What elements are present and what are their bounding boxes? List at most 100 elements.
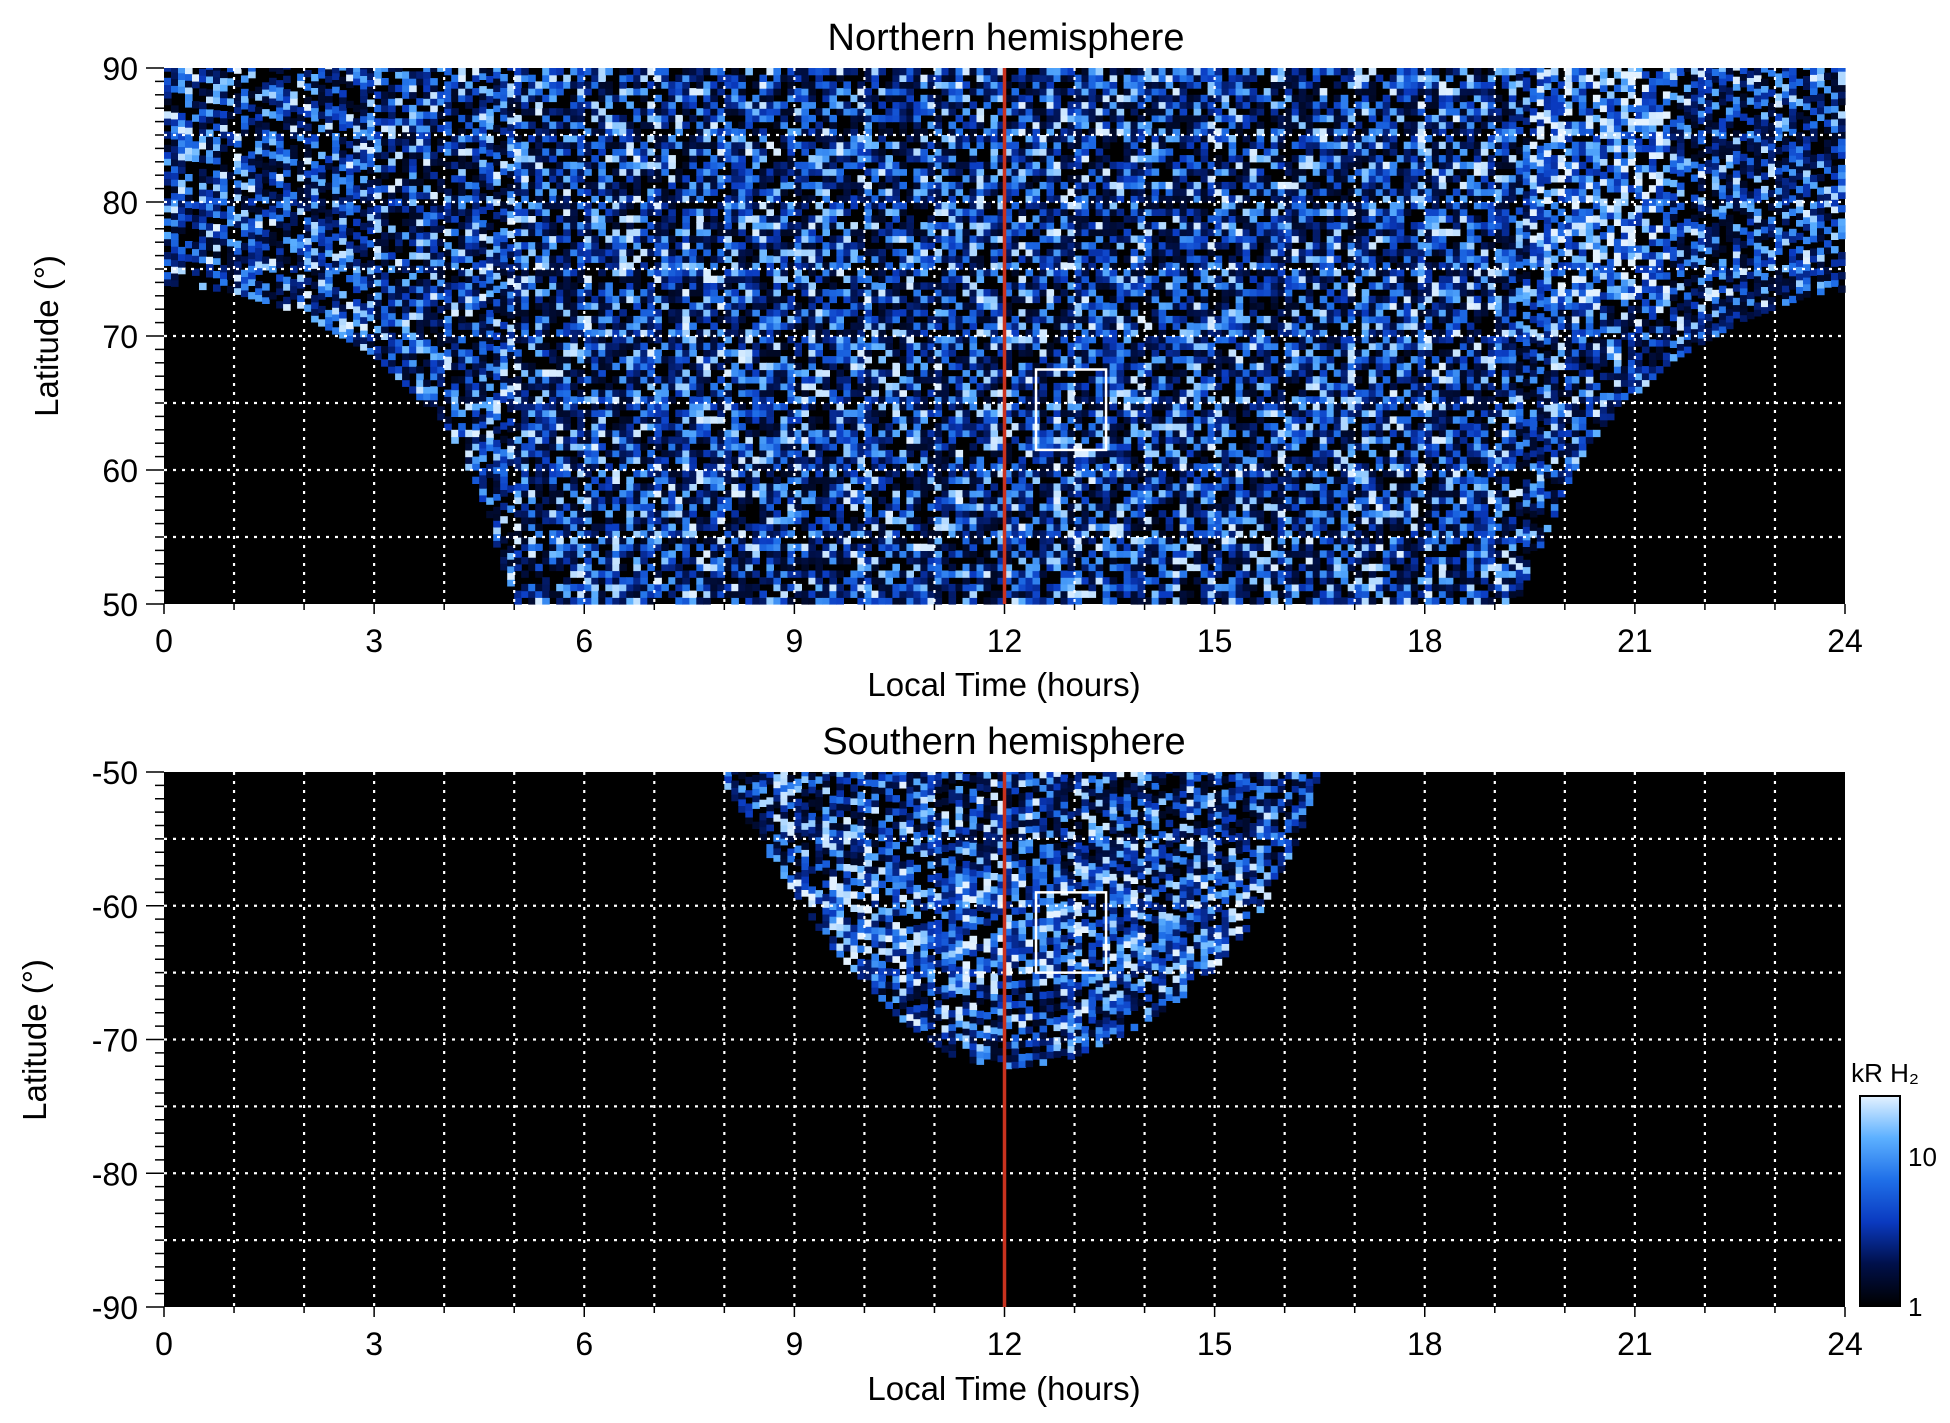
heatmap-cell <box>626 235 634 243</box>
heatmap-cell <box>640 516 648 525</box>
heatmap-cell <box>682 443 690 451</box>
heatmap-cell <box>591 208 599 216</box>
heatmap-cell <box>738 108 746 116</box>
heatmap-cell <box>843 81 851 89</box>
heatmap-cell <box>801 94 809 103</box>
heatmap-cell <box>829 523 837 531</box>
heatmap-cell <box>465 436 473 444</box>
heatmap-cell <box>822 88 830 96</box>
heatmap-cell <box>465 376 473 384</box>
heatmap-cell <box>318 225 326 233</box>
heatmap-cell <box>696 175 704 183</box>
heatmap-cell <box>794 416 802 424</box>
heatmap-cell <box>521 242 529 250</box>
heatmap-cell <box>801 235 809 243</box>
heatmap-cell <box>794 68 802 76</box>
heatmap-cell <box>346 120 354 129</box>
heatmap-cell <box>710 101 718 109</box>
heatmap-cell <box>171 138 179 147</box>
heatmap-cell <box>892 88 900 96</box>
heatmap-cell <box>199 175 207 183</box>
heatmap-cell <box>801 483 809 491</box>
heatmap-cell <box>388 292 396 300</box>
heatmap-cell <box>766 101 774 109</box>
heatmap-cell <box>773 215 781 223</box>
heatmap-cell <box>801 121 809 129</box>
heatmap-cell <box>164 151 172 159</box>
heatmap-cell <box>878 463 886 471</box>
heatmap-cell <box>864 583 872 592</box>
heatmap-cell <box>766 295 774 304</box>
heatmap-cell <box>738 403 746 411</box>
heatmap-cell <box>836 269 844 277</box>
heatmap-cell <box>255 214 263 222</box>
heatmap-cell <box>703 577 711 585</box>
heatmap-cell <box>745 583 753 592</box>
heatmap-cell <box>521 503 529 511</box>
heatmap-cell <box>479 394 487 402</box>
heatmap-cell <box>353 218 361 227</box>
heatmap-cell <box>668 269 676 277</box>
heatmap-cell <box>465 81 473 89</box>
heatmap-cell <box>241 202 249 210</box>
heatmap-cell <box>696 255 704 263</box>
heatmap-cell <box>738 570 746 578</box>
heatmap-cell <box>885 530 893 538</box>
heatmap-cell <box>871 336 879 344</box>
heatmap-cell <box>710 295 718 304</box>
heatmap-cell <box>906 577 914 585</box>
heatmap-cell <box>703 329 711 337</box>
heatmap-cell <box>675 577 683 585</box>
heatmap-cell <box>542 94 550 103</box>
heatmap-cell <box>682 309 690 317</box>
heatmap-cell <box>794 382 802 391</box>
heatmap-cell <box>542 315 550 324</box>
heatmap-cell <box>843 161 851 170</box>
heatmap-cell <box>563 577 571 585</box>
heatmap-cell <box>675 376 683 384</box>
heatmap-cell <box>549 222 557 230</box>
heatmap-cell <box>556 269 564 277</box>
heatmap-cell <box>409 138 417 146</box>
heatmap-cell <box>297 247 305 256</box>
heatmap-cell <box>605 302 613 310</box>
heatmap-cell <box>675 583 683 592</box>
heatmap-cell <box>843 155 851 163</box>
heatmap-cell <box>703 208 711 216</box>
heatmap-cell <box>430 386 438 394</box>
heatmap-cell <box>682 68 690 76</box>
heatmap-cell <box>437 158 445 166</box>
heatmap-cell <box>171 118 179 127</box>
heatmap-cell <box>563 376 571 384</box>
heatmap-cell <box>535 583 543 592</box>
heatmap-cell <box>206 89 214 97</box>
heatmap-cell <box>528 148 536 156</box>
heatmap-cell <box>185 133 193 142</box>
heatmap-cell <box>661 563 669 572</box>
heatmap-cell <box>801 195 809 203</box>
heatmap-cell <box>815 470 823 478</box>
heatmap-cell <box>507 271 515 279</box>
heatmap-cell <box>675 516 683 525</box>
heatmap-cell <box>696 88 704 96</box>
heatmap-cell <box>591 114 599 123</box>
heatmap-cell <box>591 590 599 598</box>
heatmap-cell <box>493 71 501 79</box>
heatmap-cell <box>444 195 452 203</box>
heatmap-cell <box>395 339 403 347</box>
heatmap-cell <box>486 403 494 411</box>
heatmap-cell <box>696 496 704 505</box>
heatmap-cell <box>878 322 886 330</box>
heatmap-cell <box>864 483 872 491</box>
heatmap-cell <box>556 88 564 96</box>
heatmap-cell <box>549 242 557 250</box>
heatmap-cell <box>801 161 809 170</box>
heatmap-cell <box>563 295 571 304</box>
heatmap-cell <box>892 148 900 156</box>
heatmap-cell <box>906 68 914 76</box>
heatmap-cell <box>605 295 613 304</box>
heatmap-cell <box>549 175 557 183</box>
heatmap-cell <box>241 102 249 110</box>
heatmap-cell <box>808 101 816 109</box>
heatmap-cell <box>787 302 795 310</box>
